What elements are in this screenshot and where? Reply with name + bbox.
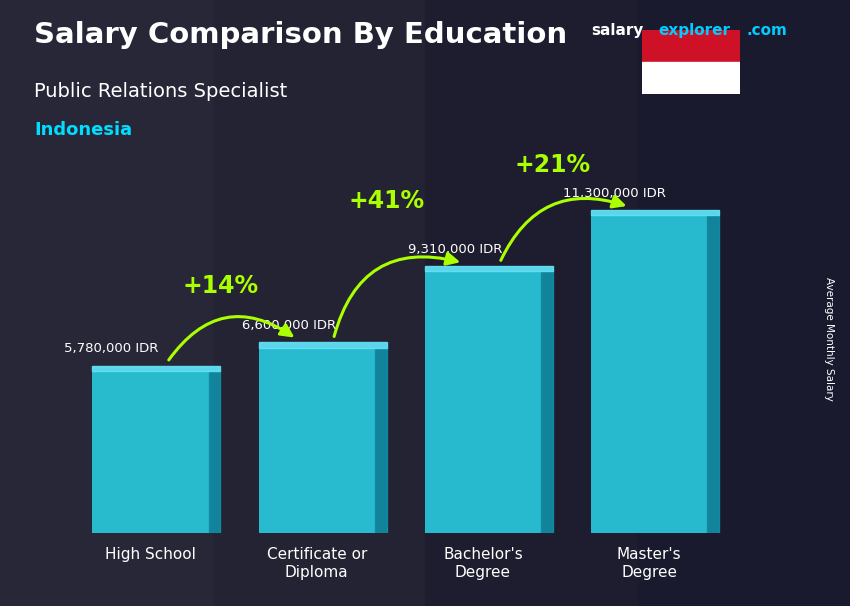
Bar (642, 30, 740, 62)
Text: .com: .com (746, 23, 787, 38)
Text: +41%: +41% (348, 189, 425, 213)
Text: Salary Comparison By Education: Salary Comparison By Education (34, 21, 567, 49)
Bar (591, 215, 707, 533)
Text: +21%: +21% (515, 153, 591, 177)
Bar (425, 271, 541, 533)
Bar (93, 365, 220, 371)
Bar (258, 342, 387, 348)
Bar (642, 62, 740, 94)
Bar (209, 371, 220, 533)
Text: 9,310,000 IDR: 9,310,000 IDR (408, 243, 502, 256)
Bar (375, 348, 387, 533)
Text: +14%: +14% (182, 274, 258, 298)
Bar (93, 371, 209, 533)
Text: Average Monthly Salary: Average Monthly Salary (824, 278, 834, 401)
Text: explorer: explorer (659, 23, 731, 38)
Text: Indonesia: Indonesia (34, 121, 132, 139)
Bar (541, 271, 552, 533)
Bar (258, 348, 375, 533)
Bar (707, 215, 719, 533)
Bar (425, 266, 552, 271)
Text: salary: salary (591, 23, 643, 38)
Text: Public Relations Specialist: Public Relations Specialist (34, 82, 287, 101)
Text: 5,780,000 IDR: 5,780,000 IDR (64, 342, 158, 355)
Text: 11,300,000 IDR: 11,300,000 IDR (563, 187, 666, 200)
Text: 6,600,000 IDR: 6,600,000 IDR (242, 319, 336, 332)
Bar (591, 210, 719, 215)
